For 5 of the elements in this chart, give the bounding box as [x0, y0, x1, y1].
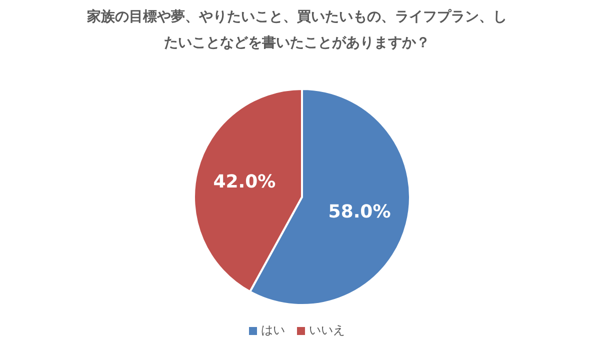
data-label: 58.0%: [328, 201, 391, 222]
legend-label: いいえ: [308, 322, 345, 339]
chart-title: 家族の目標や夢、やりたいこと、買いたいもの、ライフプラン、したいことなどを書いたことがありますか？: [86, 8, 508, 53]
legend-label: はい: [260, 322, 285, 339]
data-label: 42.0%: [213, 172, 276, 193]
